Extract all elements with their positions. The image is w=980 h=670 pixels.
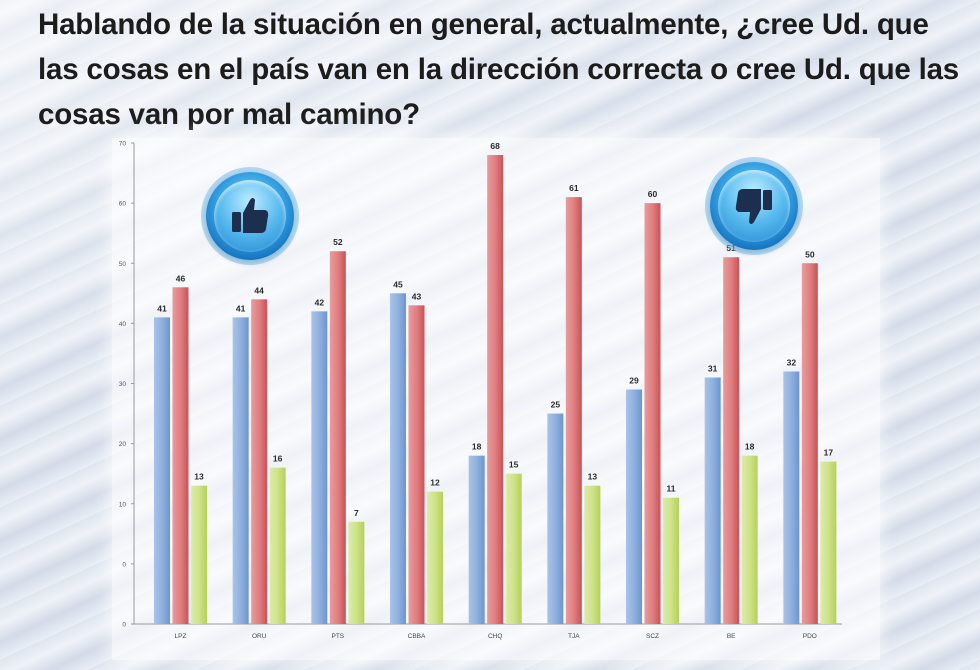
data-label: 13 bbox=[194, 472, 204, 482]
y-tick-label: 0 bbox=[122, 561, 126, 568]
data-label: 43 bbox=[412, 291, 422, 301]
y-tick-label: 30 bbox=[119, 381, 127, 388]
y-tick-label: 10 bbox=[119, 501, 127, 508]
data-label: 13 bbox=[588, 472, 598, 482]
x-tick-label: SCZ bbox=[646, 633, 659, 640]
bar-blue bbox=[547, 413, 564, 624]
data-label: 46 bbox=[176, 273, 186, 283]
thumbs-down-badge bbox=[710, 162, 798, 250]
data-label: 16 bbox=[273, 454, 283, 464]
y-tick-label: 50 bbox=[119, 261, 127, 268]
bar-red bbox=[251, 299, 268, 624]
data-label: 42 bbox=[315, 297, 325, 307]
bar-red bbox=[408, 305, 425, 624]
bar-blue bbox=[232, 317, 249, 624]
bar-red bbox=[565, 197, 582, 625]
data-label: 44 bbox=[254, 285, 264, 295]
bar-red bbox=[644, 203, 661, 624]
data-label: 29 bbox=[629, 376, 639, 386]
chart-title: Hablando de la situación en general, act… bbox=[38, 8, 959, 131]
x-tick-label: BE bbox=[727, 633, 736, 640]
bar-green bbox=[348, 521, 365, 624]
bar-red bbox=[172, 287, 189, 624]
thumbs-up-icon bbox=[232, 198, 269, 233]
bar-green bbox=[505, 473, 522, 624]
bar-blue bbox=[783, 371, 800, 624]
y-tick-label: 40 bbox=[119, 321, 127, 328]
x-tick-label: ORU bbox=[252, 633, 267, 640]
bar-green bbox=[191, 485, 207, 624]
data-label: 18 bbox=[472, 442, 482, 452]
data-label: 11 bbox=[667, 484, 676, 494]
x-tick-label: LPZ bbox=[175, 633, 187, 640]
data-label: 25 bbox=[551, 400, 561, 410]
y-tick-label: 20 bbox=[119, 441, 127, 448]
y-tick-label: 70 bbox=[119, 141, 127, 148]
data-label: 12 bbox=[430, 478, 440, 488]
data-label: 61 bbox=[569, 183, 579, 193]
data-label: 68 bbox=[490, 141, 500, 151]
data-label: 7 bbox=[354, 508, 359, 518]
data-label: 51 bbox=[726, 243, 736, 253]
y-tick-label: 0 bbox=[122, 622, 126, 629]
data-label: 41 bbox=[236, 303, 246, 313]
bar-green bbox=[820, 461, 837, 624]
y-tick-label: 60 bbox=[119, 201, 127, 208]
bar-green bbox=[741, 455, 758, 624]
bar-green bbox=[427, 491, 443, 624]
x-tick-label: PTS bbox=[332, 633, 345, 640]
data-label: 17 bbox=[824, 448, 834, 458]
data-label: 50 bbox=[805, 249, 815, 259]
thumbs-down-icon bbox=[735, 189, 772, 224]
bar-red bbox=[723, 257, 740, 624]
bar-red bbox=[801, 263, 818, 624]
bar-blue bbox=[704, 377, 721, 624]
bar-green bbox=[663, 497, 679, 624]
bar-blue bbox=[311, 311, 328, 624]
data-label: 60 bbox=[648, 189, 658, 199]
bar-red bbox=[329, 251, 346, 624]
data-label: 41 bbox=[157, 303, 167, 313]
bar-blue bbox=[390, 293, 406, 624]
data-label: 52 bbox=[333, 237, 343, 247]
data-label: 18 bbox=[745, 442, 755, 452]
data-label: 31 bbox=[708, 363, 718, 373]
bar-green bbox=[269, 467, 286, 624]
bar-red bbox=[487, 155, 504, 624]
bar-blue bbox=[154, 317, 170, 624]
data-label: 32 bbox=[787, 357, 797, 367]
data-label: 45 bbox=[393, 279, 403, 289]
bar-blue bbox=[626, 389, 642, 624]
bar-blue bbox=[468, 455, 485, 624]
thumbs-up-badge bbox=[206, 172, 294, 260]
x-tick-label: CHQ bbox=[488, 633, 502, 640]
data-label: 15 bbox=[509, 460, 519, 470]
x-tick-label: PDO bbox=[803, 633, 817, 640]
x-tick-label: CBBA bbox=[408, 633, 426, 640]
bar-green bbox=[584, 485, 601, 624]
x-tick-label: TJA bbox=[568, 633, 580, 640]
